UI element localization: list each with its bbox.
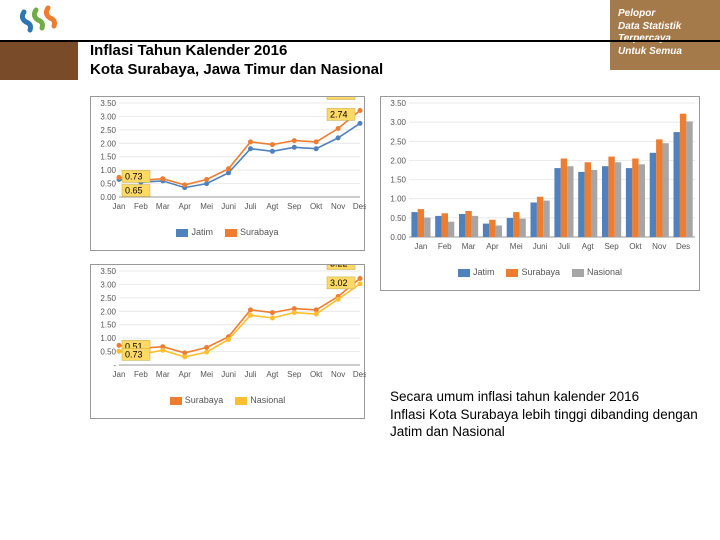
svg-text:Okt: Okt [310,370,323,379]
svg-text:Okt: Okt [310,202,323,211]
svg-text:3.00: 3.00 [390,118,406,127]
svg-text:Mar: Mar [156,202,170,211]
svg-text:Mei: Mei [510,242,523,251]
svg-text:Nov: Nov [331,202,345,211]
summary-text: Secara umum inflasi tahun kalender 2016 … [390,388,700,441]
svg-text:1.00: 1.00 [100,334,116,343]
svg-text:0.65: 0.65 [125,186,143,196]
chart-jatim-surabaya-nasional-bar: 0.50 1.00 1.50 2.00 2.50 3.00 3.50 0.00 Jan Feb Ma… [380,96,700,291]
svg-text:Juli: Juli [558,242,570,251]
svg-text:1.00: 1.00 [100,166,116,175]
svg-text:3.22: 3.22 [330,265,348,269]
svg-text:Juli: Juli [244,202,256,211]
svg-text:Agt: Agt [266,370,279,379]
svg-text:2.50: 2.50 [390,137,406,146]
svg-text:0.73: 0.73 [125,349,143,359]
svg-text:3.00: 3.00 [100,112,116,121]
svg-text:Mei: Mei [200,370,213,379]
slide-title: Inflasi Tahun Kalender 2016 Kota Surabay… [90,42,383,80]
svg-text:0.00: 0.00 [100,193,116,202]
svg-text:Sep: Sep [604,242,619,251]
svg-text:Nov: Nov [331,370,345,379]
summary-line-2: Inflasi Kota Surabaya lebih tinggi diban… [390,406,700,441]
summary-line-1: Secara umum inflasi tahun kalender 2016 [390,388,700,406]
svg-text:Mei: Mei [200,202,213,211]
ribbon-line: Pelopor [618,8,712,21]
svg-text:Jan: Jan [113,370,126,379]
svg-text:Juni: Juni [221,370,236,379]
svg-text:3.00: 3.00 [100,280,116,289]
title-line-2: Kota Surabaya, Jawa Timur dan Nasional [90,61,383,80]
svg-text:Okt: Okt [629,242,642,251]
svg-text:Mar: Mar [156,370,170,379]
svg-text:Des: Des [353,202,366,211]
svg-text:1.50: 1.50 [100,321,116,330]
svg-text:Agt: Agt [582,242,595,251]
svg-text:2.50: 2.50 [100,126,116,135]
svg-text:1.50: 1.50 [390,176,406,185]
svg-text:2.00: 2.00 [390,156,406,165]
svg-text:Apr: Apr [179,202,192,211]
bps-logo-icon [18,4,62,38]
svg-text:3.02: 3.02 [330,278,348,288]
svg-text:Nov: Nov [652,242,666,251]
svg-text:2.50: 2.50 [100,294,116,303]
svg-text:0.50: 0.50 [100,180,116,189]
svg-text:2.00: 2.00 [100,307,116,316]
chart-surabaya-nasional-line: - 0.50 1.00 1.50 2.00 2.50 3.00 3.50 Jan Feb Mar Ap… [90,264,365,419]
svg-text:0.73: 0.73 [125,171,143,181]
svg-text:2.74: 2.74 [330,109,348,119]
svg-text:Juni: Juni [533,242,548,251]
title-line-1: Inflasi Tahun Kalender 2016 [90,42,383,61]
svg-text:Feb: Feb [438,242,452,251]
svg-text:3.50: 3.50 [100,99,116,108]
header-accent-block [0,42,78,80]
page: Pelopor Data Statistik Terpercaya Untuk … [0,0,720,540]
svg-text:3.50: 3.50 [100,267,116,276]
svg-text:Jan: Jan [113,202,126,211]
svg-text:-: - [113,361,116,370]
svg-text:2.00: 2.00 [100,139,116,148]
svg-text:1.50: 1.50 [100,153,116,162]
svg-text:3.22: 3.22 [330,97,348,99]
svg-text:Feb: Feb [134,202,148,211]
svg-text:Juli: Juli [244,370,256,379]
svg-text:Des: Des [353,370,366,379]
svg-text:Sep: Sep [287,202,302,211]
svg-text:Juni: Juni [221,202,236,211]
svg-text:Mar: Mar [462,242,476,251]
svg-text:0.50: 0.50 [100,348,116,357]
svg-text:Sep: Sep [287,370,302,379]
svg-text:1.00: 1.00 [390,195,406,204]
svg-text:Feb: Feb [134,370,148,379]
chart-jatim-surabaya-line: 0.00 0.50 1.00 1.50 2.00 2.50 3.00 3.50 Jan Feb Ma… [90,96,365,251]
svg-text:0.00: 0.00 [390,233,406,242]
svg-text:0.50: 0.50 [390,214,406,223]
ribbon-line: Data Statistik [618,21,712,34]
svg-text:Agt: Agt [266,202,279,211]
svg-text:Apr: Apr [486,242,499,251]
svg-text:Apr: Apr [179,370,192,379]
svg-text:Des: Des [676,242,690,251]
svg-text:Jan: Jan [414,242,427,251]
svg-text:3.50: 3.50 [390,99,406,108]
